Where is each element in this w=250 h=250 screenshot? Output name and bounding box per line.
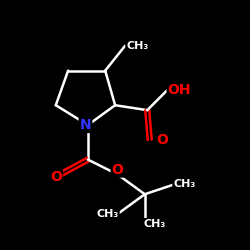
Text: CH₃: CH₃	[144, 219, 166, 229]
Text: CH₃: CH₃	[96, 209, 119, 219]
Text: O: O	[50, 170, 62, 184]
Text: O: O	[112, 162, 124, 176]
Text: CH₃: CH₃	[126, 41, 148, 51]
Text: O: O	[156, 133, 168, 147]
Text: CH₃: CH₃	[173, 179, 196, 189]
Text: N: N	[80, 118, 91, 132]
Text: OH: OH	[168, 84, 191, 98]
